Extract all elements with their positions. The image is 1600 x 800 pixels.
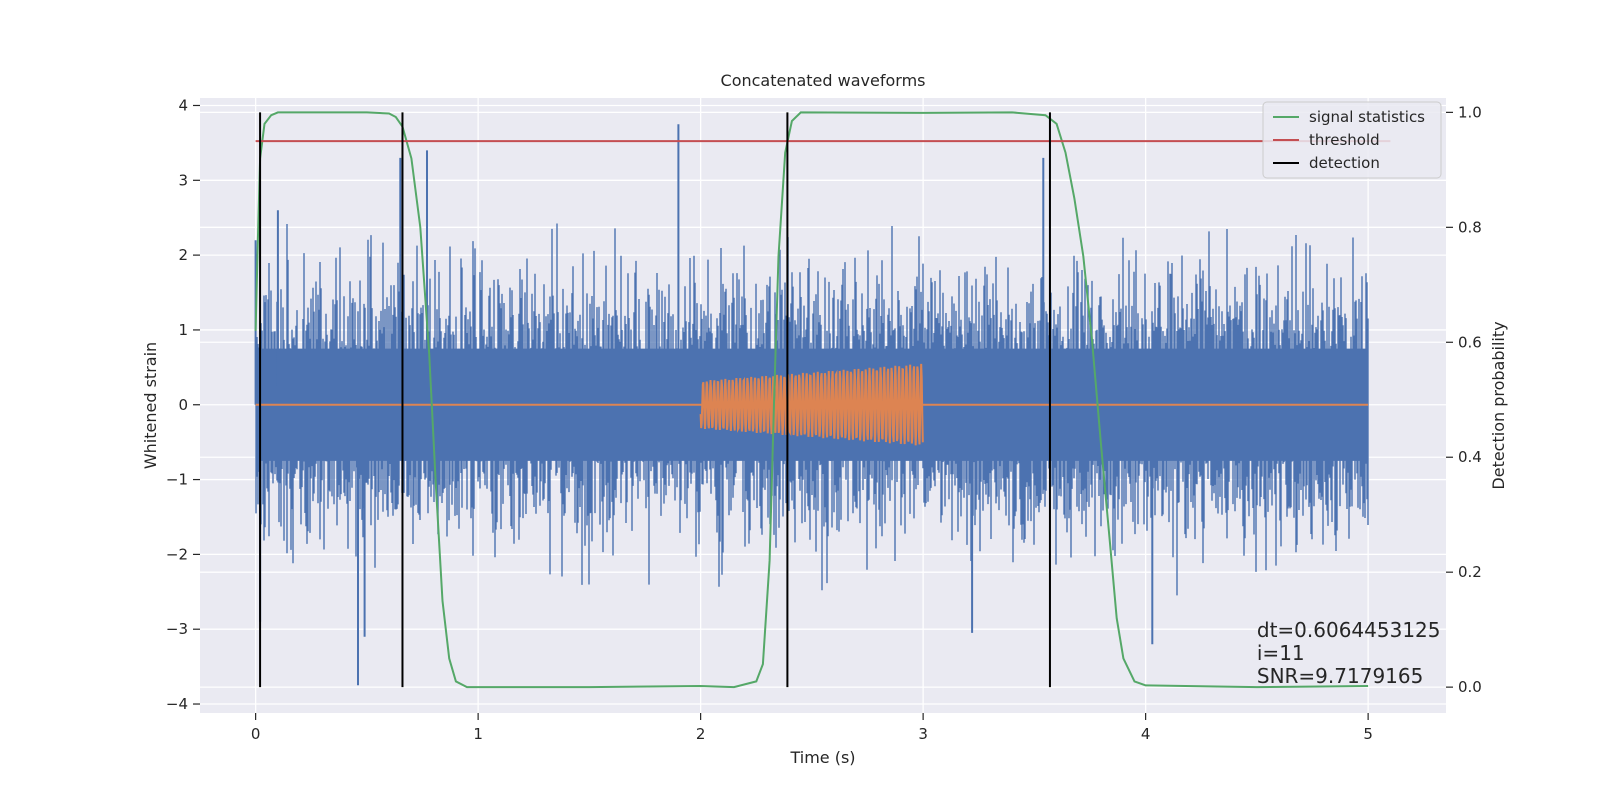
y2-tick-label: 1.0 bbox=[1458, 103, 1482, 121]
y2-tick-label: 0.8 bbox=[1458, 218, 1482, 236]
detection-series bbox=[259, 112, 1051, 688]
annotation-line: dt=0.6064453125 bbox=[1257, 618, 1441, 642]
legend: signal statistics threshold detection bbox=[1262, 101, 1442, 179]
x-tick-label: 2 bbox=[696, 725, 706, 743]
x-tick-label: 3 bbox=[918, 725, 928, 743]
series-layer bbox=[254, 111, 1391, 689]
y-tick-label: 0 bbox=[178, 396, 188, 414]
annotation-line: i=11 bbox=[1257, 641, 1305, 665]
annotation-line: SNR=9.7179165 bbox=[1257, 664, 1423, 688]
y2-tick-label: 0.0 bbox=[1458, 678, 1482, 696]
y2-tick-label: 0.6 bbox=[1458, 333, 1482, 351]
y-tick-label: 4 bbox=[178, 96, 188, 114]
y2-tick-label: 0.4 bbox=[1458, 448, 1482, 466]
legend-label-signal-statistics: signal statistics bbox=[1309, 108, 1425, 126]
y-tick-label: −3 bbox=[166, 620, 188, 638]
right-axis: 0.0 0.2 0.4 0.6 0.8 1.0 bbox=[1446, 103, 1482, 696]
signal-statistics-line bbox=[254, 111, 1369, 689]
x-tick-label: 4 bbox=[1141, 725, 1151, 743]
chart-title: Concatenated waveforms bbox=[721, 71, 926, 90]
injected-chirp bbox=[699, 363, 924, 446]
x-tick-label: 0 bbox=[251, 725, 261, 743]
y-tick-label: 1 bbox=[178, 321, 188, 339]
y-tick-label: −2 bbox=[166, 545, 188, 563]
y-tick-label: −1 bbox=[166, 471, 188, 489]
y-axis-label: Whitened strain bbox=[141, 342, 160, 469]
injected-signal-series bbox=[255, 363, 1369, 446]
x-axis-label: Time (s) bbox=[789, 748, 855, 767]
legend-box bbox=[1262, 101, 1442, 179]
legend-label-threshold: threshold bbox=[1309, 131, 1380, 149]
y-tick-label: 2 bbox=[178, 246, 188, 264]
bottom-axis: 0 1 2 3 4 5 bbox=[251, 713, 1373, 743]
legend-label-detection: detection bbox=[1309, 154, 1380, 172]
left-axis: −4 −3 −2 −1 0 1 2 3 4 bbox=[166, 96, 200, 713]
x-tick-label: 5 bbox=[1363, 725, 1373, 743]
y-tick-label: −4 bbox=[166, 695, 188, 713]
y-tick-label: 3 bbox=[178, 171, 188, 189]
x-tick-label: 1 bbox=[473, 725, 483, 743]
y2-tick-label: 0.2 bbox=[1458, 563, 1482, 581]
y2-axis-label: Detection probability bbox=[1489, 321, 1508, 489]
